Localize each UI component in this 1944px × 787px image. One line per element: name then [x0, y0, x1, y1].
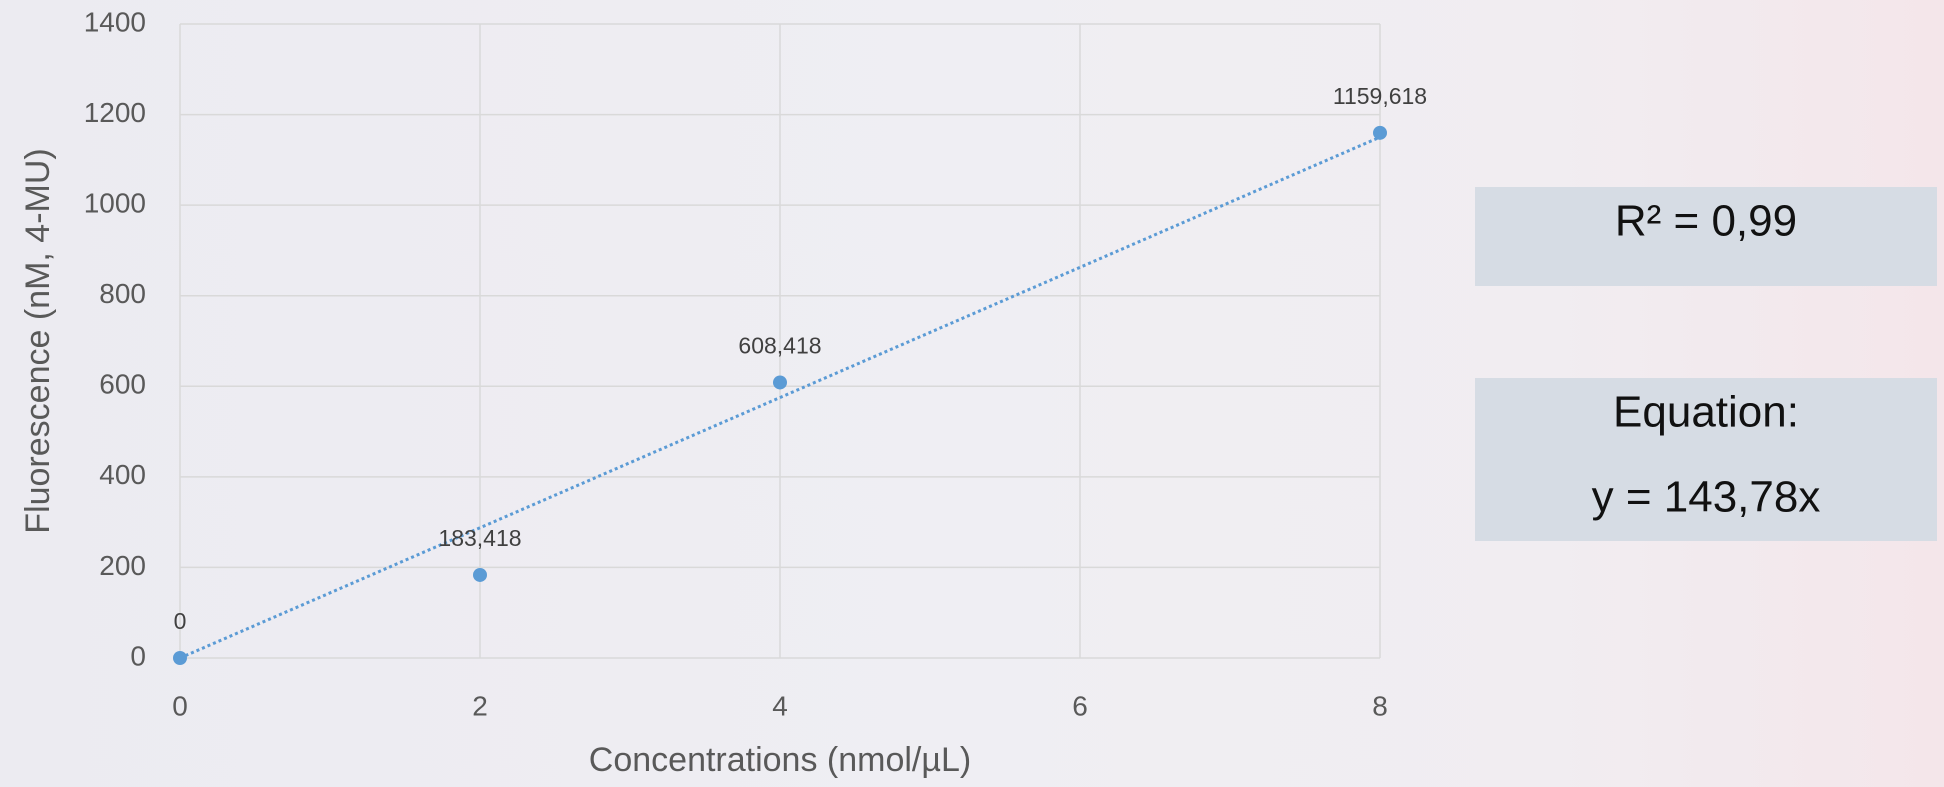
equation-text: y = 143,78x [1592, 473, 1821, 522]
equation-label: Equation: [1613, 388, 1799, 437]
y-tick-label: 1400 [84, 6, 146, 37]
y-tick-label: 1000 [84, 188, 146, 219]
x-tick-label: 4 [772, 690, 788, 721]
x-tick-label: 2 [472, 690, 488, 721]
data-point [473, 568, 487, 582]
data-label: 1159,618 [1333, 83, 1427, 109]
data-point [773, 375, 787, 389]
r2-text: R² = 0,99 [1615, 197, 1797, 246]
data-point [1373, 126, 1387, 140]
y-tick-label: 800 [99, 278, 146, 309]
data-label: 0 [174, 608, 187, 634]
data-label: 608,418 [738, 333, 821, 359]
x-axis-title: Concentrations (nmol/µL) [589, 741, 971, 779]
y-tick-label: 0 [130, 640, 146, 671]
y-tick-label: 400 [99, 459, 146, 490]
x-tick-label: 0 [172, 690, 188, 721]
chart: 0 200 400 600 800 1000 1200 1400 0 2 4 6 8 0 183,418 60… [0, 0, 1944, 787]
y-tick-label: 200 [99, 550, 146, 581]
y-tick-label: 1200 [84, 97, 146, 128]
y-axis-title: Fluorescence (nM, 4-MU) [19, 148, 57, 533]
data-point [173, 651, 187, 665]
y-tick-label: 600 [99, 369, 146, 400]
data-label: 183,418 [438, 525, 521, 551]
x-tick-label: 8 [1372, 690, 1388, 721]
x-tick-label: 6 [1072, 690, 1088, 721]
